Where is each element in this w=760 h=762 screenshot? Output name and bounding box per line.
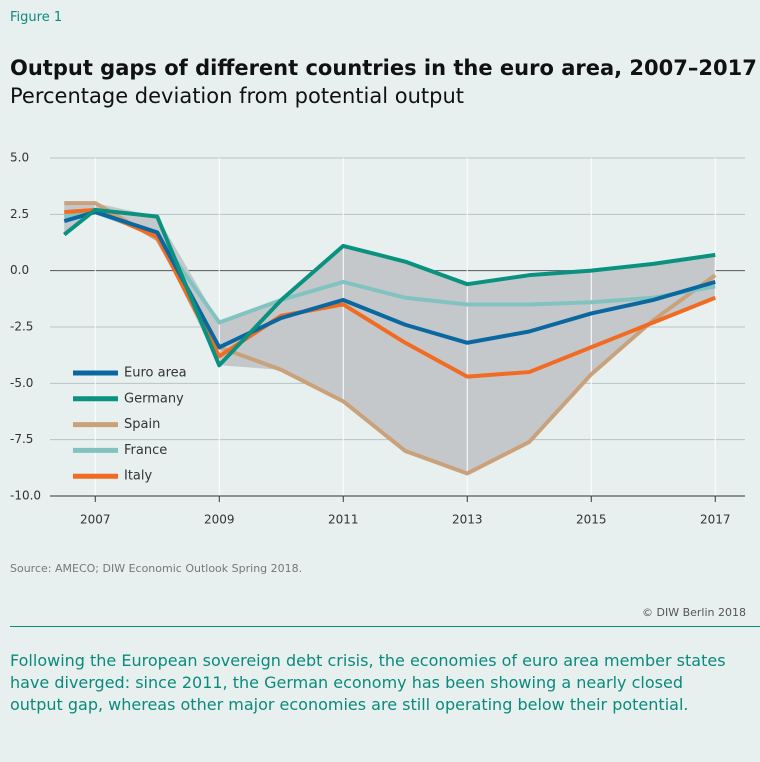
x-tick-label: 2015: [576, 513, 607, 527]
legend-label: Spain: [124, 417, 160, 432]
legend-label: Italy: [124, 469, 153, 484]
y-tick-label: -2.5: [10, 320, 33, 334]
chart-title: Output gaps of different countries in th…: [10, 56, 757, 80]
y-tick-label: -5.0: [10, 376, 33, 390]
copyright: © DIW Berlin 2018: [642, 606, 746, 619]
series-line: [63, 207, 716, 368]
range-band: [64, 203, 716, 474]
y-tick-label: 5.0: [10, 151, 29, 165]
separator: [10, 626, 760, 627]
x-tick-label: 2007: [80, 513, 111, 527]
y-tick-label: 2.5: [10, 207, 29, 221]
y-tick-label: 0.0: [10, 263, 29, 277]
x-tick-label: 2011: [328, 513, 359, 527]
series-line: [63, 210, 716, 350]
legend-label: France: [124, 443, 167, 458]
legend-label: Euro area: [124, 366, 187, 381]
figure-label: Figure 1: [10, 10, 63, 25]
x-tick-label: 2009: [204, 513, 235, 527]
chart-subtitle: Percentage deviation from potential outp…: [10, 84, 464, 108]
legend-label: Germany: [124, 391, 184, 406]
x-tick-label: 2013: [452, 513, 483, 527]
y-tick-label: -10.0: [10, 489, 41, 503]
source: Source: AMECO; DIW Economic Outlook Spri…: [10, 562, 303, 575]
series-line: [64, 207, 716, 379]
chart: -10.0 -7.5 -5.0 -2.5 0.0 2.5 5.0 2007 2009 2011 20…: [10, 151, 745, 527]
x-tick-label: 2017: [700, 513, 731, 527]
y-tick-label: -7.5: [10, 432, 33, 446]
caption: Following the European sovereign debt cr…: [10, 651, 726, 714]
